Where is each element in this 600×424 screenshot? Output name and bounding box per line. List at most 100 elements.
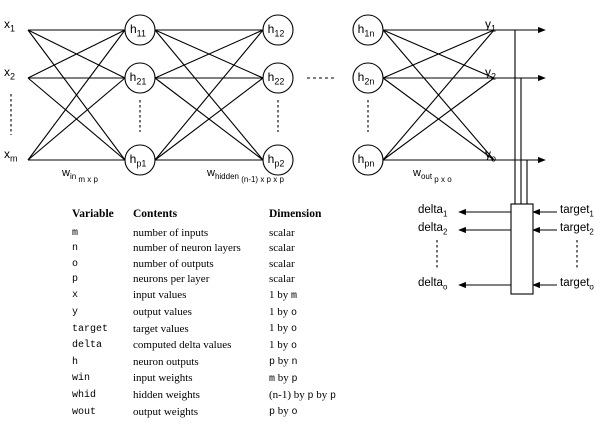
input-label: x1 bbox=[4, 17, 15, 34]
neurons bbox=[124, 14, 384, 176]
cell-dimension: p by o bbox=[269, 405, 298, 419]
neuron-label: h1n bbox=[358, 22, 375, 39]
edge-hidden bbox=[154, 29, 264, 79]
delta-block bbox=[510, 203, 534, 295]
cell-dimension: 1 by o bbox=[269, 305, 298, 319]
cell-dimension: 1 by o bbox=[269, 322, 298, 336]
delta-label: deltao bbox=[418, 277, 448, 292]
cell-variable: p bbox=[72, 274, 79, 286]
output-label: yo bbox=[485, 147, 496, 164]
table-row: target target values 1 by o bbox=[72, 321, 336, 338]
backprop-block: delta1 delta2 deltao target1 target2 targeto bbox=[418, 26, 594, 295]
cell-variable: x bbox=[72, 290, 79, 302]
cell-contents: output weights bbox=[133, 405, 199, 418]
cell-variable: o bbox=[72, 258, 79, 270]
table-row: delta computed delta values 1 by o bbox=[72, 338, 336, 355]
table-row: o number of outputs scalar bbox=[72, 257, 336, 273]
input-label: xm bbox=[4, 147, 18, 164]
neuron-label: h12 bbox=[268, 22, 285, 39]
ellipsis-dashes bbox=[10, 77, 578, 268]
edge-input bbox=[27, 77, 126, 161]
variable-table: Variable Contents Dimension m number of i… bbox=[72, 207, 336, 421]
weight-label-hidden: whidden (n-1) x p x p bbox=[206, 167, 284, 184]
table-row: h neuron outputs p by n bbox=[72, 354, 336, 371]
neuron bbox=[262, 144, 294, 176]
neuron bbox=[124, 14, 156, 46]
cell-dimension: m by p bbox=[269, 371, 298, 385]
neuron-label: hp2 bbox=[268, 152, 285, 169]
cell-variable: whid bbox=[72, 390, 97, 402]
cell-contents: input weights bbox=[133, 372, 193, 385]
neuron-label: h11 bbox=[130, 22, 146, 39]
cell-dimension: (n-1) by p by p bbox=[269, 388, 337, 402]
table-header-row: Variable Contents Dimension bbox=[72, 207, 336, 226]
node-labels: h11 h21 hp1 h12 h22 hp2 h1n h2n hpn x1 x2 xm y1 y2 yo w… bbox=[4, 17, 496, 184]
edge-input bbox=[27, 29, 126, 79]
neuron bbox=[352, 62, 384, 94]
cell-dimension: scalar bbox=[269, 242, 295, 255]
cell-contents: target values bbox=[133, 322, 189, 335]
cell-contents: number of outputs bbox=[133, 257, 214, 270]
header-dimension: Dimension bbox=[269, 208, 322, 220]
table-row: wout output weights p by o bbox=[72, 404, 336, 421]
cell-dimension: 1 by o bbox=[269, 338, 298, 352]
output-label: y2 bbox=[485, 65, 496, 82]
output-label: y1 bbox=[485, 17, 496, 34]
cell-variable: target bbox=[72, 323, 109, 335]
table-row: x input values 1 by m bbox=[72, 288, 336, 305]
cell-dimension: 1 by m bbox=[269, 288, 298, 302]
edge-output bbox=[382, 29, 495, 79]
edge-input bbox=[27, 29, 126, 161]
cell-contents: output values bbox=[133, 306, 192, 319]
header-variable: Variable bbox=[72, 208, 114, 220]
table-body: m number of inputs scalar n number of neuron… bbox=[72, 226, 336, 421]
neuron-label: hp1 bbox=[130, 152, 147, 169]
table-row: p neurons per layer scalar bbox=[72, 272, 336, 288]
neuron-label: h22 bbox=[268, 70, 285, 87]
target-label: targeto bbox=[560, 277, 594, 292]
cell-contents: number of neuron layers bbox=[133, 242, 241, 255]
table-row: n number of neuron layers scalar bbox=[72, 241, 336, 257]
neuron-label: hpn bbox=[358, 152, 375, 169]
neuron bbox=[352, 14, 384, 46]
table-row: whid hidden weights (n-1) by p by p bbox=[72, 388, 336, 405]
neuron bbox=[262, 62, 294, 94]
target-label: target2 bbox=[560, 222, 594, 237]
neuron-label: h2n bbox=[358, 70, 375, 87]
cell-variable: delta bbox=[72, 340, 103, 352]
header-contents: Contents bbox=[133, 208, 178, 220]
input-label: x2 bbox=[4, 65, 15, 82]
neuron bbox=[352, 144, 384, 176]
edge-hidden bbox=[154, 29, 264, 161]
target-label: target1 bbox=[560, 204, 594, 219]
edge-hidden bbox=[154, 77, 264, 161]
cell-variable: win bbox=[72, 373, 91, 385]
cell-contents: input values bbox=[133, 289, 187, 302]
cell-dimension: scalar bbox=[269, 273, 295, 286]
table-row: y output values 1 by o bbox=[72, 305, 336, 322]
weight-label-out: wout p x o bbox=[412, 167, 452, 184]
neuron bbox=[124, 144, 156, 176]
edge-output bbox=[382, 29, 495, 161]
cell-contents: hidden weights bbox=[133, 389, 200, 402]
cell-dimension: p by n bbox=[269, 355, 298, 369]
neuron bbox=[124, 62, 156, 94]
delta-label: delta2 bbox=[418, 222, 448, 237]
cell-contents: neurons per layer bbox=[133, 273, 210, 286]
cell-contents: neuron outputs bbox=[133, 355, 199, 368]
delta-label: delta1 bbox=[418, 204, 448, 219]
neuron bbox=[262, 14, 294, 46]
cell-variable: wout bbox=[72, 406, 97, 418]
cell-variable: h bbox=[72, 356, 79, 368]
cell-variable: m bbox=[72, 227, 79, 239]
cell-dimension: scalar bbox=[269, 226, 295, 239]
table-row: win input weights m by p bbox=[72, 371, 336, 388]
cell-variable: y bbox=[72, 307, 79, 319]
connections bbox=[27, 29, 495, 161]
cell-dimension: scalar bbox=[269, 257, 295, 270]
cell-contents: number of inputs bbox=[133, 226, 209, 239]
edge-output bbox=[382, 77, 495, 161]
weight-label-in: win m x p bbox=[61, 167, 99, 184]
cell-variable: n bbox=[72, 243, 79, 255]
